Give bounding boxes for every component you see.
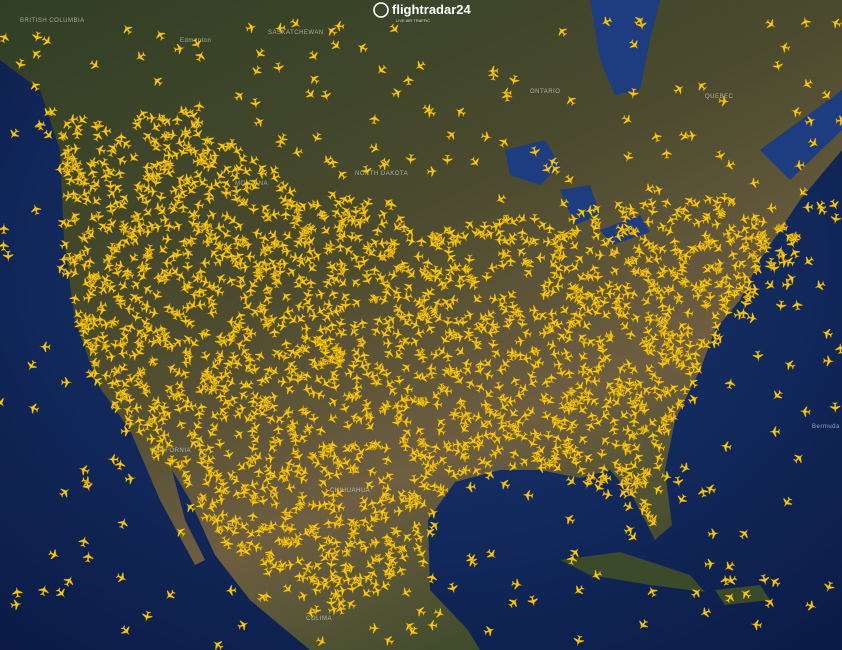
- region-label: NORTH DAKOTA: [355, 171, 408, 177]
- region-label: QUEBEC: [705, 94, 734, 100]
- logo-icon: [373, 2, 389, 18]
- region-label: ONTARIO: [530, 89, 560, 95]
- cuba: [560, 552, 705, 592]
- logo-tagline: LIVE AIR TRAFFIC: [396, 18, 430, 23]
- logo-text: flightradar24: [392, 2, 472, 17]
- island-label: Bermuda: [812, 424, 840, 430]
- region-label: CALIFORNIA: [150, 448, 191, 454]
- region-label: CHIHUAHUA: [330, 488, 370, 494]
- region-label: SASKATCHEWAN: [268, 30, 324, 36]
- region-label: BRITISH COLUMBIA: [20, 18, 85, 24]
- great-lakes: [505, 140, 650, 245]
- logo: flightradar24 LIVE AIR TRAFFIC: [373, 2, 472, 23]
- st-lawrence: [760, 90, 842, 180]
- region-label: COLIMA: [306, 616, 332, 622]
